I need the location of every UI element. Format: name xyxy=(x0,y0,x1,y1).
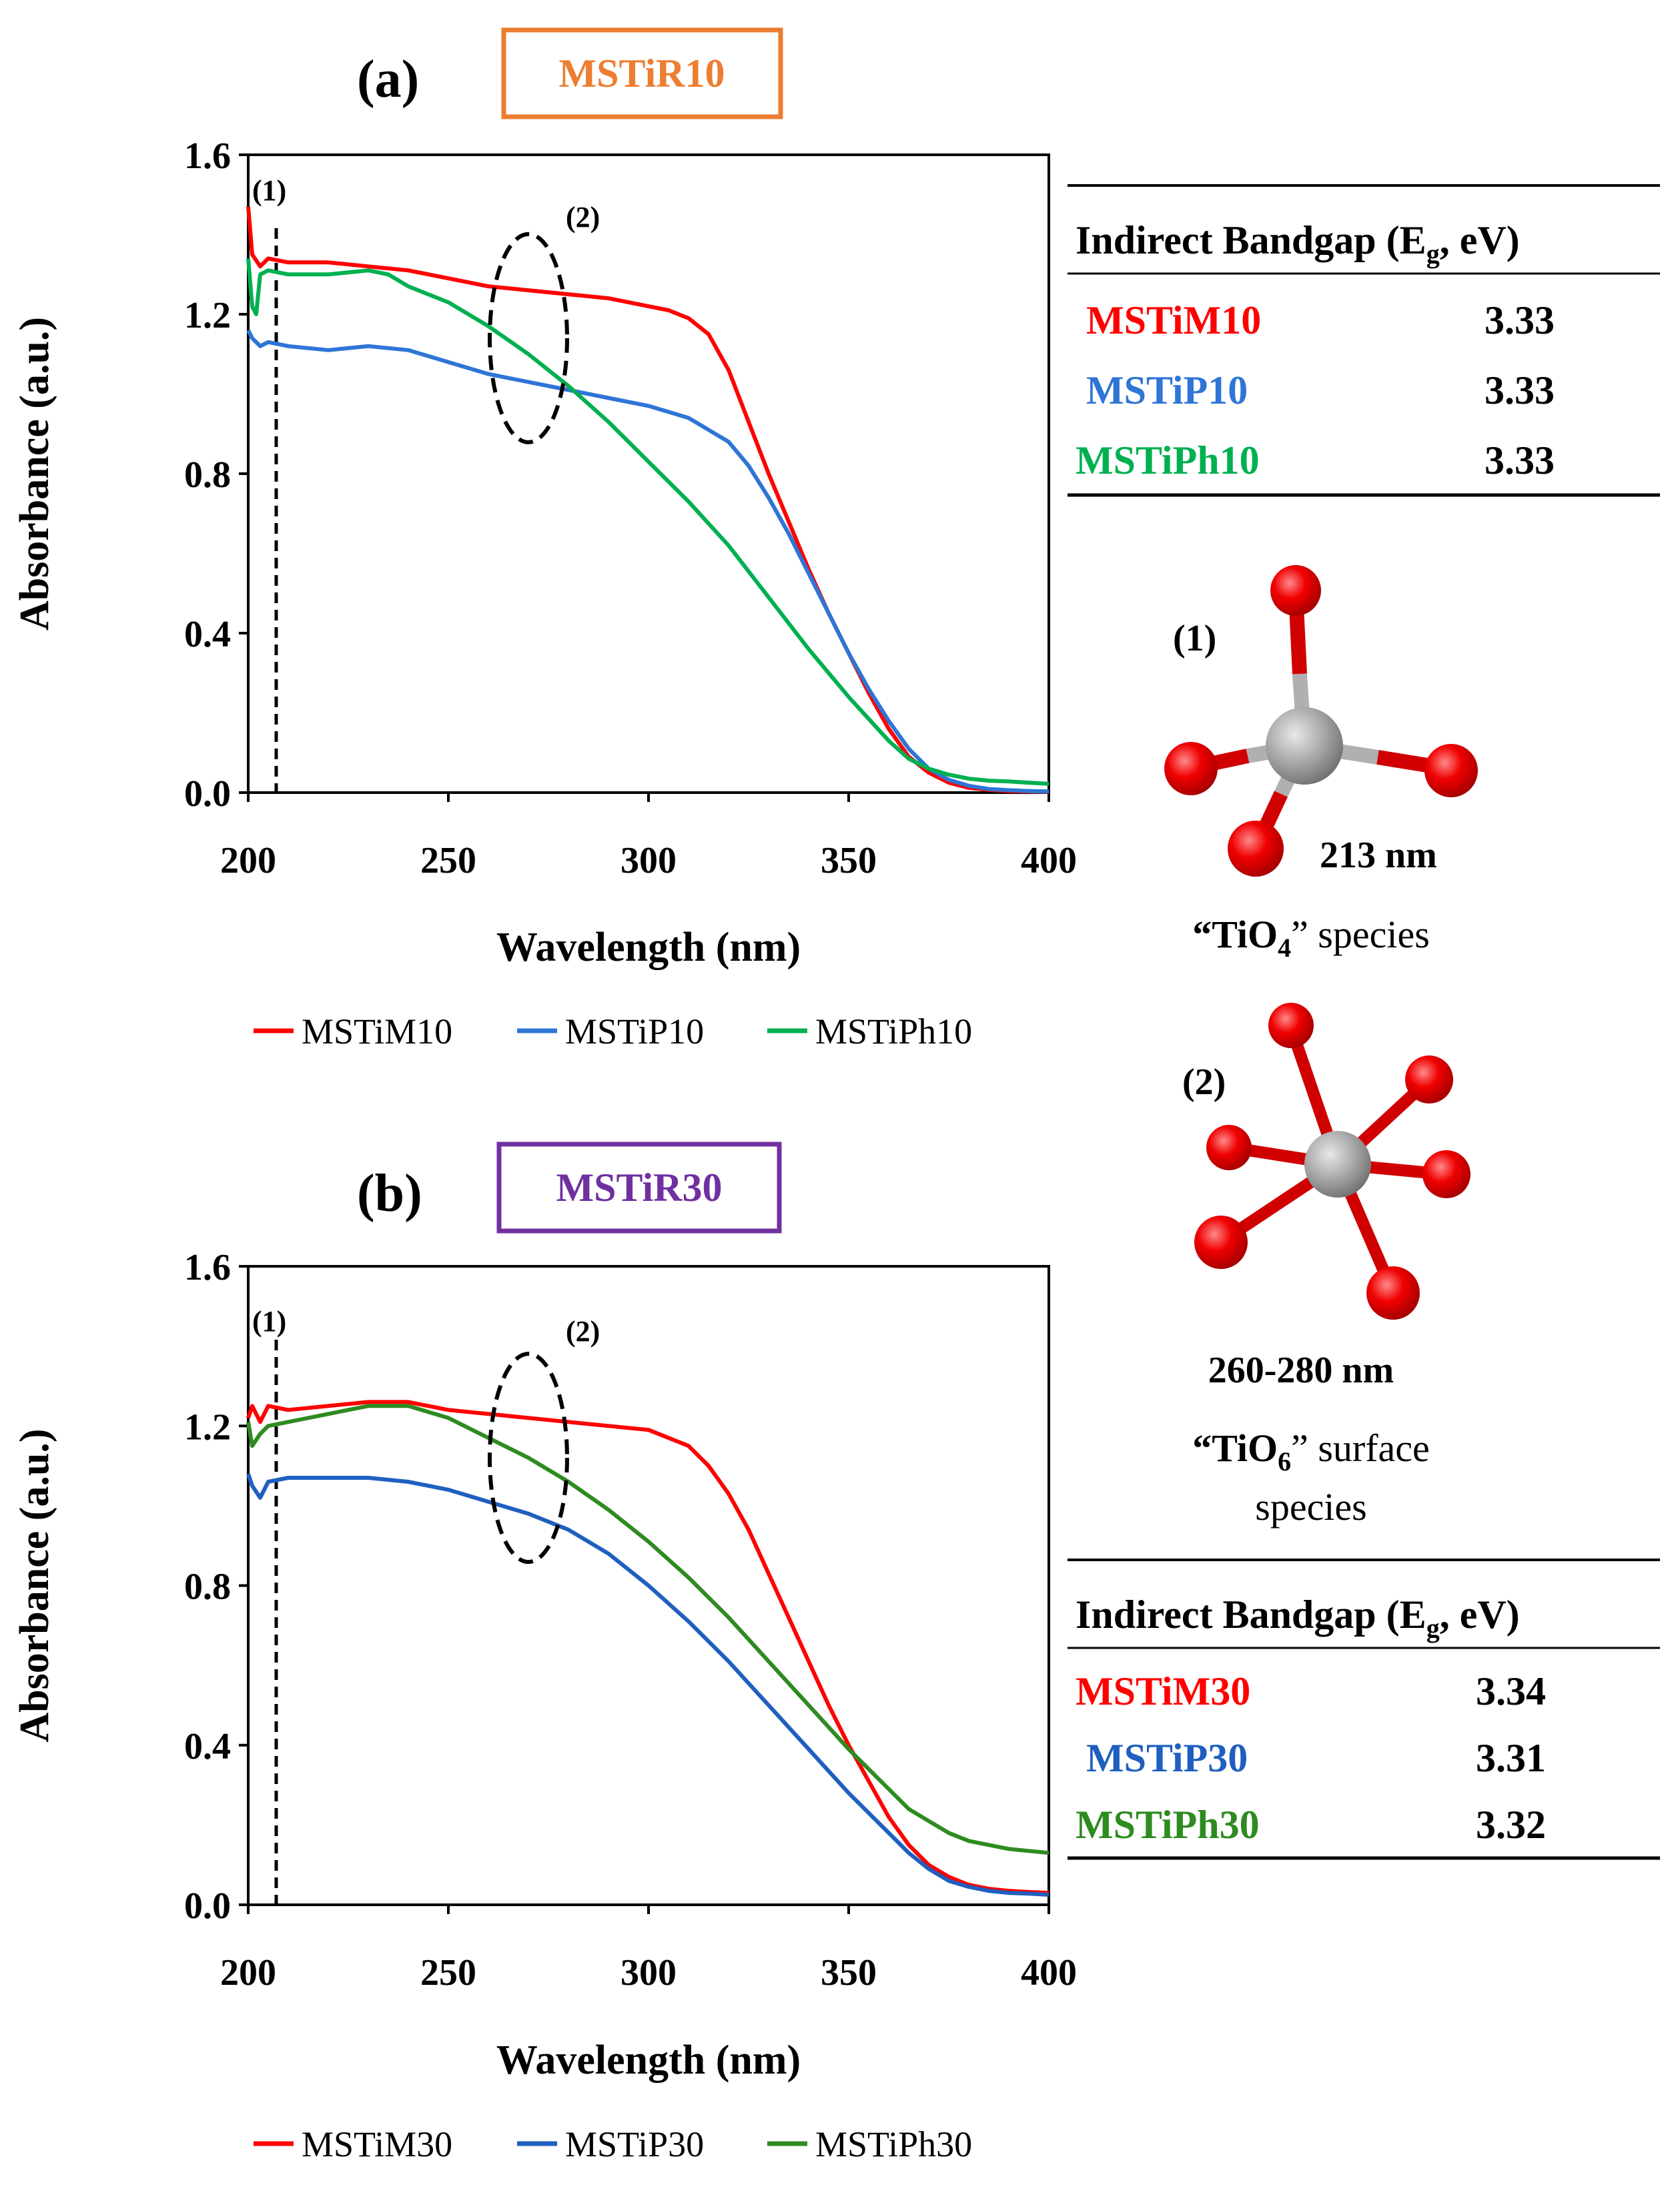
legend-a-label-1: MSTiP10 xyxy=(565,1011,704,1051)
chart-a-x-axis-title: Wavelength (nm) xyxy=(496,925,801,970)
chart-b-series-MSTiP30 xyxy=(246,1473,1049,1897)
species-2-wavelength: 260-280 nm xyxy=(1208,1350,1394,1391)
chart-b-ytick-label: 1.6 xyxy=(184,1247,231,1288)
table-a-sample-2: MSTiPh10 xyxy=(1076,438,1260,482)
oxygen-atom-right xyxy=(1424,744,1478,797)
chart-a-xtick-label: 400 xyxy=(1021,840,1077,881)
oxygen6-atom-left xyxy=(1206,1125,1252,1170)
chart-a-xtick-label: 350 xyxy=(821,840,877,881)
chart-b-series-MSTiM30 xyxy=(246,1400,1049,1895)
chart-b: 0.0 0.4 0.8 1.2 1.6 200 250 300 350 400 Wavelength… xyxy=(12,1247,1077,2083)
molecule-tio4: (1) 213 nm “TiO4” species xyxy=(1164,565,1478,963)
oxygen6-atom-up-right xyxy=(1405,1055,1453,1104)
table-b-sample-2: MSTiPh30 xyxy=(1076,1803,1260,1847)
species-2-name-line2: species xyxy=(1255,1485,1367,1528)
oxygen6-atom-down-left xyxy=(1194,1216,1248,1269)
molecule-tio6: (2) 260-280 nm “TiO6” surface species xyxy=(1182,1003,1471,1528)
panel-a-tag-box xyxy=(501,27,783,119)
oxygen6-atom-right xyxy=(1422,1150,1471,1198)
chart-a-series-MSTiP10 xyxy=(246,329,1049,794)
panel-a: (a) MSTiR10 0.0 0.4 0.8 1.2 1.6 200 250 300 350 4… xyxy=(12,27,1660,1051)
table-b-value-0: 3.34 xyxy=(1476,1669,1546,1713)
table-b-sample-0: MSTiM30 xyxy=(1076,1669,1250,1713)
chart-b-ytick-label: 0.0 xyxy=(184,1885,231,1927)
oxygen-atom-down xyxy=(1228,821,1284,877)
table-b-header: Indirect Bandgap (Eg, eV) xyxy=(1076,1593,1520,1643)
table-a-sample-0: MSTiM10 xyxy=(1086,298,1261,342)
chart-b-xtick-label: 200 xyxy=(220,1952,276,1994)
species-1-wavelength: 213 nm xyxy=(1320,835,1437,876)
table-a-value-1: 3.33 xyxy=(1485,368,1555,412)
legend-b-label-0: MSTiM30 xyxy=(302,2124,452,2164)
chart-b-xtick-label: 250 xyxy=(420,1952,476,1994)
chart-a-region-2-ellipse xyxy=(488,232,569,444)
panel-b-tag: MSTiR30 xyxy=(556,1166,723,1210)
bandgap-table-b: Indirect Bandgap (Eg, eV) MSTiM30 3.34 M… xyxy=(1068,1559,1660,1860)
table-a-value-2: 3.33 xyxy=(1485,438,1555,482)
chart-b-xtick-label: 400 xyxy=(1021,1952,1077,1994)
chart-a-series-MSTiM10 xyxy=(246,206,1049,794)
table-b-value-2: 3.32 xyxy=(1476,1803,1546,1847)
chart-a-xtick-label: 300 xyxy=(620,840,677,881)
titanium-atom xyxy=(1266,707,1343,785)
panel-a-tag: MSTiR10 xyxy=(559,51,725,95)
chart-b-annotation-1: (1) xyxy=(252,1305,286,1338)
panel-b: (b) MSTiR30 0.0 0.4 0.8 1.2 1.6 200 250 300 350 4… xyxy=(12,1142,1660,2164)
species-1-name: “TiO4” species xyxy=(1192,913,1430,963)
chart-a-ytick-label: 1.2 xyxy=(184,295,231,336)
panel-b-letter: (b) xyxy=(357,1164,422,1223)
chart-b-series-MSTiPh30 xyxy=(246,1404,1049,1855)
oxygen6-atom-down-right xyxy=(1366,1266,1420,1320)
chart-a-xtick-label: 200 xyxy=(220,840,276,881)
chart-a-series-MSTiPh10 xyxy=(246,258,1049,786)
legend-b-label-2: MSTiPh30 xyxy=(815,2124,972,2164)
titanium6-atom xyxy=(1304,1131,1371,1198)
chart-b-y-axis-title: Absorbance (a.u.) xyxy=(12,1428,57,1742)
legend-a: MSTiM10 MSTiP10 MSTiPh10 xyxy=(254,1011,972,1051)
table-a-sample-1: MSTiP10 xyxy=(1086,368,1248,412)
legend-a-label-0: MSTiM10 xyxy=(302,1011,452,1051)
chart-b-ytick-label: 1.2 xyxy=(184,1406,231,1448)
chart-a-ytick-label: 0.0 xyxy=(184,773,231,815)
bandgap-table-a: Indirect Bandgap (Eg, eV) MSTiM10 3.33 M… xyxy=(1068,184,1660,497)
chart-b-x-axis-title: Wavelength (nm) xyxy=(496,2038,801,2083)
chart-a-xtick-label: 250 xyxy=(420,840,476,881)
panel-a-letter: (a) xyxy=(357,50,419,109)
chart-b-xtick-label: 300 xyxy=(620,1952,677,1994)
table-b-value-1: 3.31 xyxy=(1476,1736,1546,1780)
species-2-name: “TiO6” surface xyxy=(1192,1426,1430,1476)
panel-b-tag-box xyxy=(496,1142,782,1234)
chart-a-annotation-2: (2) xyxy=(566,201,600,234)
species-1-label: (1) xyxy=(1173,618,1216,659)
chart-b-ytick-label: 0.8 xyxy=(184,1567,231,1608)
chart-b-annotation-2: (2) xyxy=(566,1315,600,1348)
chart-b-xtick-label: 350 xyxy=(821,1952,877,1994)
chart-a: 0.0 0.4 0.8 1.2 1.6 200 250 300 350 400 Wavelength… xyxy=(12,135,1077,970)
oxygen-atom-up xyxy=(1270,565,1321,616)
chart-a-ytick-label: 1.6 xyxy=(184,135,231,177)
oxygen6-atom-up-left xyxy=(1268,1003,1314,1048)
species-2-label: (2) xyxy=(1182,1061,1226,1103)
table-a-value-0: 3.33 xyxy=(1485,298,1555,342)
table-b-sample-1: MSTiP30 xyxy=(1086,1736,1248,1780)
table-a-header: Indirect Bandgap (Eg, eV) xyxy=(1076,218,1520,269)
legend-b-label-1: MSTiP30 xyxy=(565,2124,704,2164)
chart-b-region-2-ellipse xyxy=(488,1352,569,1565)
chart-a-y-axis-title: Absorbance (a.u.) xyxy=(12,317,57,630)
chart-b-ytick-label: 0.4 xyxy=(184,1726,231,1767)
chart-a-plot-frame xyxy=(247,153,1050,794)
chart-a-annotation-1: (1) xyxy=(252,174,286,207)
legend-a-label-2: MSTiPh10 xyxy=(815,1011,972,1051)
legend-b: MSTiM30 MSTiP30 MSTiPh30 xyxy=(254,2124,972,2164)
chart-a-ytick-label: 0.8 xyxy=(184,454,231,496)
oxygen-atom-left xyxy=(1164,742,1218,795)
chart-a-ytick-label: 0.4 xyxy=(184,614,231,655)
